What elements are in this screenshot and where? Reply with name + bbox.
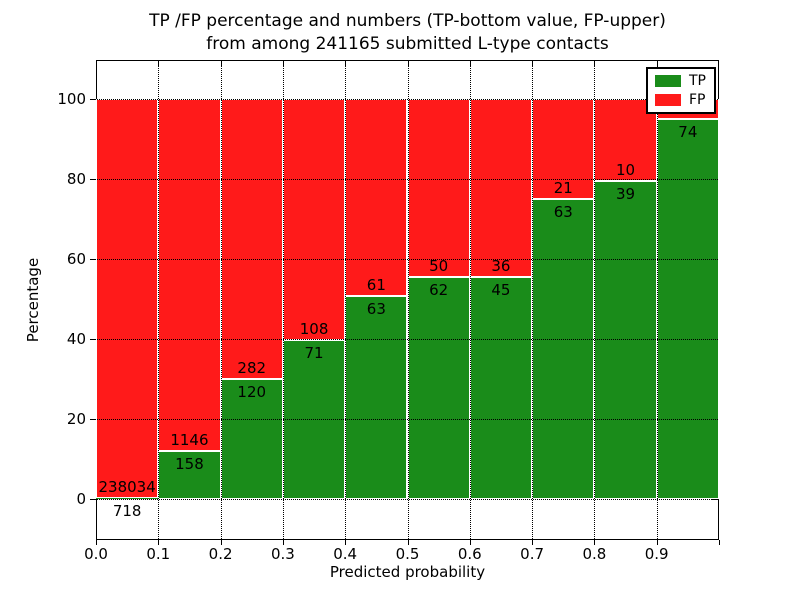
bar-segment-fp	[282, 99, 346, 341]
x-tick-mark	[656, 540, 658, 545]
y-tick-mark	[90, 179, 96, 180]
bar-segment-fp	[345, 99, 408, 296]
x-gridline	[345, 61, 347, 539]
x-gridline	[469, 61, 471, 539]
y-tick-mark	[90, 259, 96, 260]
x-tick-mark	[407, 540, 409, 545]
x-tick-mark	[96, 540, 97, 545]
x-tick-label: 0.1	[146, 545, 171, 563]
x-tick-label: 0.0	[84, 545, 108, 563]
bar-segment-tp	[532, 199, 595, 499]
bar-segment-fp	[158, 99, 221, 451]
x-tick-mark	[469, 540, 471, 545]
bar-segment-tp	[96, 497, 159, 499]
x-tick-label: 0.9	[644, 545, 669, 563]
legend-row-fp: FP	[655, 93, 707, 107]
y-tick-label: 100	[57, 90, 86, 108]
x-tick-mark	[719, 540, 720, 545]
legend-label-fp: FP	[689, 92, 706, 108]
bar-segment-tp	[656, 119, 719, 499]
bar-segment-fp	[469, 99, 533, 277]
y-tick-label: 20	[66, 410, 86, 428]
y-tick-label: 40	[66, 330, 86, 348]
x-tick-label: 0.4	[333, 545, 358, 563]
x-gridline	[656, 61, 658, 539]
y-tick-label: 60	[66, 250, 86, 268]
x-gridline	[282, 61, 284, 539]
bar-label-fp: 10	[616, 160, 636, 179]
bar-segment-tp	[407, 277, 470, 499]
chart-title-line1: TP /FP percentage and numbers (TP-bottom…	[149, 11, 666, 31]
x-tick-mark	[532, 540, 534, 545]
x-tick-mark	[158, 540, 160, 545]
y-axis-label: Percentage	[24, 257, 42, 343]
x-tick-label: 0.7	[520, 545, 545, 563]
bar-segment-fp	[96, 99, 159, 498]
bar-label-fp: 50	[429, 257, 449, 276]
bar-label-fp: 282	[237, 359, 267, 378]
x-tick-label: 0.8	[582, 545, 607, 563]
bar-label-fp: 238034	[98, 477, 156, 496]
x-tick-label: 0.2	[208, 545, 233, 563]
x-tick-mark	[282, 540, 284, 545]
x-tick-mark	[594, 540, 596, 545]
legend-label-tp: TP	[689, 73, 706, 89]
bar-label-tp: 45	[491, 280, 511, 299]
x-gridline	[220, 61, 222, 539]
chart-title-line2: from among 241165 submitted L-type conta…	[206, 34, 609, 54]
x-tick-label: 0.6	[457, 545, 482, 563]
bar-label-fp: 108	[299, 320, 329, 339]
bar-label-tp: 62	[429, 281, 449, 300]
x-gridline	[532, 61, 534, 539]
x-tick-mark	[220, 540, 222, 545]
legend: TP FP	[646, 67, 716, 114]
bar-label-fp: 61	[366, 275, 386, 294]
x-gridline	[407, 61, 409, 539]
bar-label-tp: 74	[678, 123, 698, 142]
bar-label-fp: 36	[491, 256, 511, 275]
legend-row-tp: TP	[655, 74, 707, 88]
bar-segment-tp	[220, 379, 283, 499]
x-tick-mark	[345, 540, 347, 545]
legend-swatch-fp-icon	[655, 94, 681, 106]
y-tick-label: 80	[66, 170, 86, 188]
bar-segment-tp	[345, 295, 408, 499]
bar-segment-fp	[220, 99, 283, 380]
bar-segment-tp	[469, 276, 533, 499]
bar-label-tp: 718	[112, 501, 142, 520]
y-tick-label: 0	[76, 490, 86, 508]
x-axis-label: Predicted probability	[329, 563, 486, 581]
y-tick-mark	[90, 99, 96, 100]
y-tick-mark	[90, 499, 96, 500]
bar-label-fp: 1146	[170, 430, 209, 449]
bar-label-tp: 158	[175, 454, 204, 473]
bar-label-tp: 63	[366, 299, 386, 318]
bar-segment-fp	[407, 99, 470, 278]
bar-label-fp: 21	[553, 179, 573, 197]
bar-label-tp: 120	[237, 383, 267, 402]
x-tick-label: 0.3	[270, 545, 295, 563]
y-tick-mark	[90, 419, 96, 420]
bar-label-tp: 39	[616, 184, 636, 203]
y-tick-mark	[90, 339, 96, 340]
x-gridline	[158, 61, 160, 539]
x-tick-label: 0.5	[395, 545, 420, 563]
bar-label-tp: 63	[553, 203, 573, 221]
bar-label-tp: 71	[304, 344, 324, 363]
x-gridline	[594, 61, 596, 539]
legend-swatch-tp-icon	[655, 75, 681, 87]
